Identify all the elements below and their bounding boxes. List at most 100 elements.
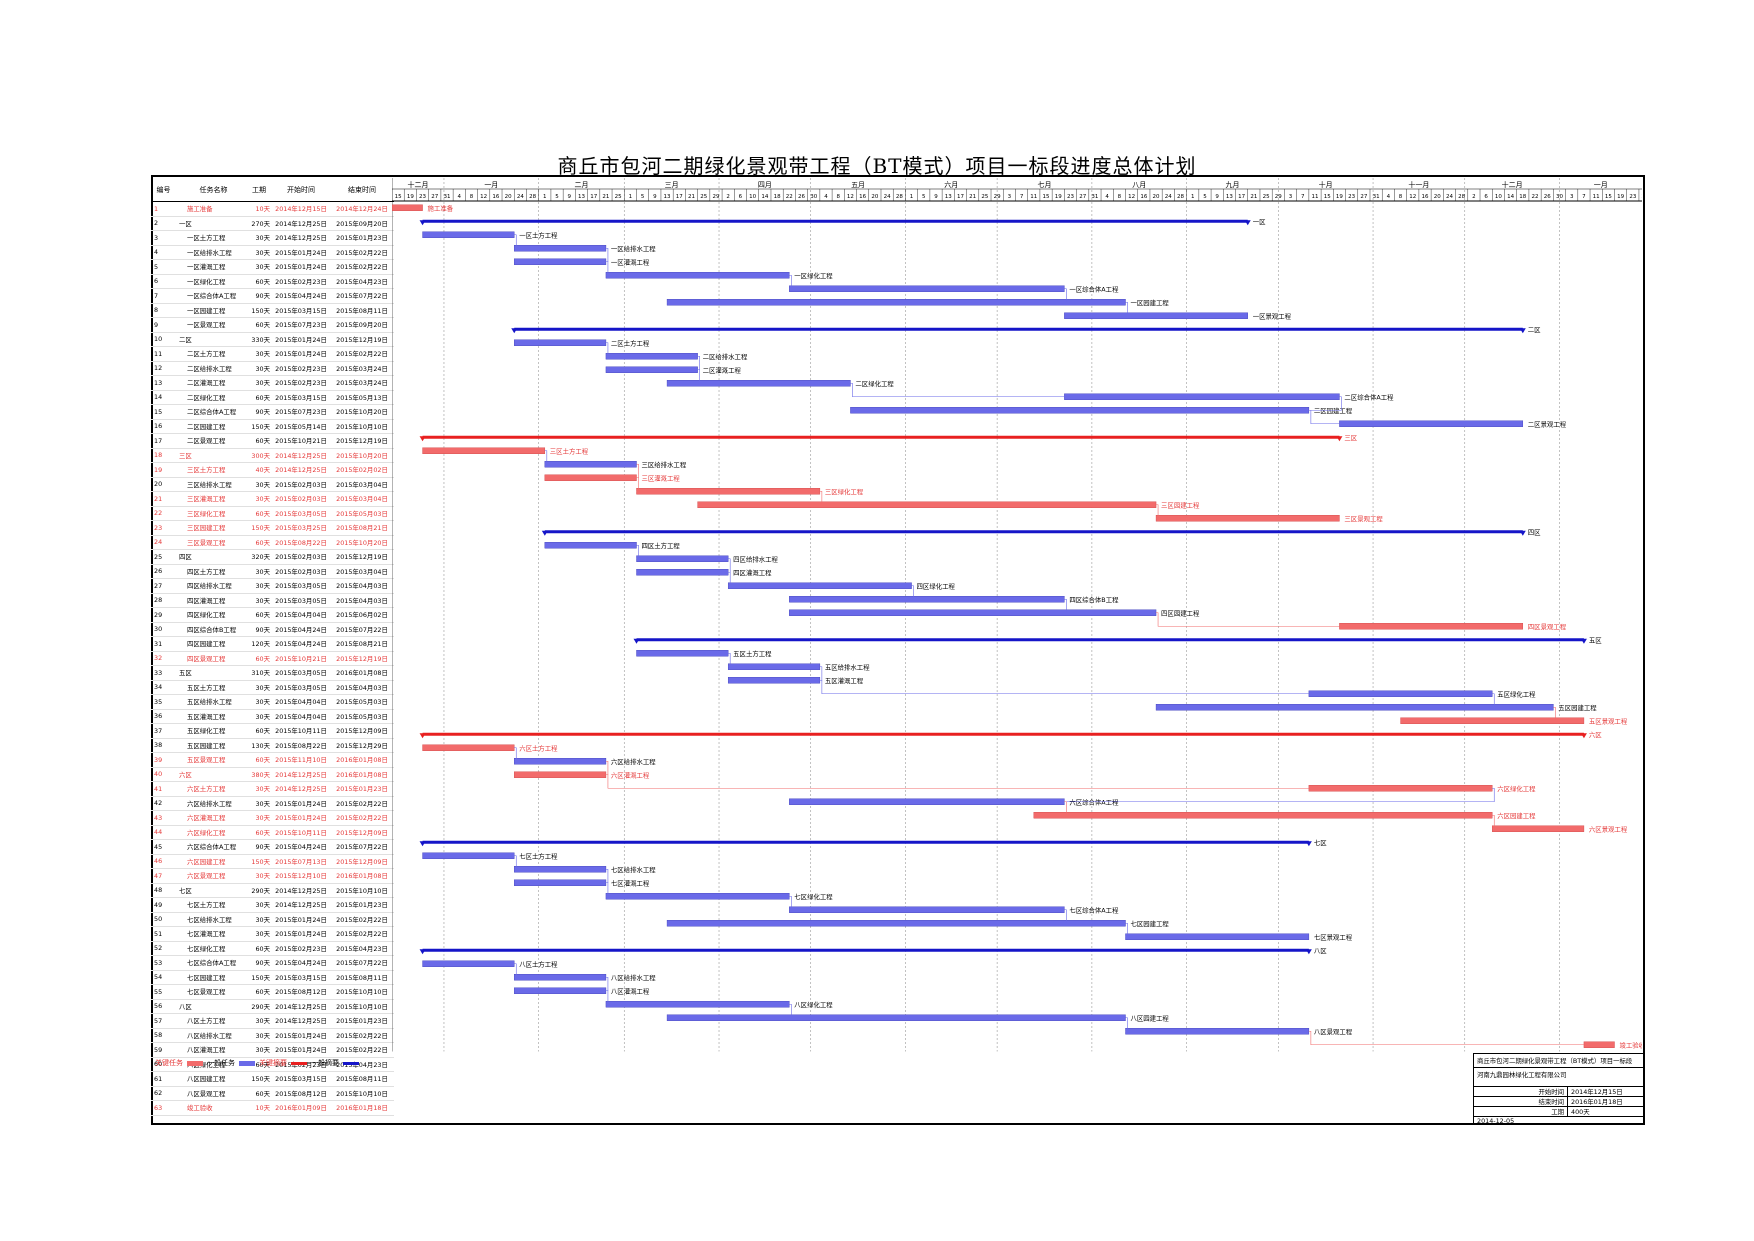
- table-row[interactable]: 62 八区景观工程 60天 2015年08月12日 2015年10月10日: [151, 1087, 394, 1101]
- table-row[interactable]: 27 四区给排水工程 30天 2015年03月05日 2015年04月03日: [151, 579, 394, 594]
- day-tick-label: 19: [407, 194, 414, 200]
- task-id: 17: [154, 436, 163, 445]
- table-row[interactable]: 16 二区园建工程 150天 2015年05月14日 2015年10月10日: [151, 420, 394, 434]
- table-row[interactable]: 45 六区综合体A工程 90天 2015年04月24日 2015年07月22日: [151, 840, 394, 855]
- table-row[interactable]: 36 五区灌溉工程 30天 2015年04月04日 2015年05月03日: [151, 710, 394, 724]
- table-row[interactable]: 11 二区土方工程 30天 2015年01月24日 2015年02月22日: [151, 347, 394, 362]
- task-name: 三区土方工程: [187, 466, 226, 475]
- table-row[interactable]: 60 八区绿化工程 60天 2015年02月23日 2015年04月23日: [151, 1058, 394, 1072]
- table-row[interactable]: 12 二区给排水工程 30天 2015年02月23日 2015年03月24日: [151, 362, 394, 376]
- table-row[interactable]: 49 七区土方工程 30天 2014年12月25日 2015年01月23日: [151, 898, 394, 913]
- task-bar: [422, 852, 515, 859]
- task-start: 2015年03月15日: [275, 973, 327, 982]
- table-row[interactable]: 2 一区 270天 2014年12月25日 2015年09月20日: [151, 217, 394, 231]
- table-row[interactable]: 18 三区 300天 2014年12月25日 2015年10月20日: [151, 449, 394, 463]
- task-end: 2015年04月03日: [336, 596, 388, 605]
- task-name: 二区综合体A工程: [187, 408, 237, 417]
- task-duration: 30天: [255, 814, 270, 823]
- task-bar-label: 六区园建工程: [1497, 811, 1536, 820]
- table-row[interactable]: 46 六区园建工程 150天 2015年07月13日 2015年12月09日: [151, 855, 394, 869]
- table-row[interactable]: 35 五区给排水工程 30天 2015年04月04日 2015年05月03日: [151, 695, 394, 710]
- table-row[interactable]: 55 七区景观工程 60天 2015年08月12日 2015年10月10日: [151, 985, 394, 1000]
- task-start: 2015年02月23日: [275, 1060, 327, 1069]
- day-tick-label: 15: [395, 194, 402, 200]
- table-row[interactable]: 57 八区土方工程 30天 2014年12月25日 2015年01月23日: [151, 1014, 394, 1029]
- task-name: 四区园建工程: [187, 640, 226, 649]
- table-row[interactable]: 42 六区给排水工程 30天 2015年01月24日 2015年02月22日: [151, 797, 394, 811]
- task-duration: 30天: [255, 248, 270, 257]
- table-row[interactable]: 33 五区 310天 2015年03月05日 2016年01月08日: [151, 666, 394, 681]
- task-end: 2015年10月10日: [336, 422, 388, 431]
- table-row[interactable]: 37 五区绿化工程 60天 2015年10月11日 2015年12月09日: [151, 724, 394, 739]
- task-end: 2015年12月19日: [336, 553, 388, 562]
- task-end: 2015年06月02日: [336, 611, 388, 620]
- table-row[interactable]: 21 三区灌溉工程 30天 2015年02月03日 2015年03月04日: [151, 492, 394, 507]
- task-bar-label: 五区土方工程: [733, 649, 772, 658]
- table-row[interactable]: 51 七区灌溉工程 30天 2015年01月24日 2015年02月22日: [151, 927, 394, 942]
- task-bar: [422, 447, 546, 454]
- table-row[interactable]: 38 五区园建工程 130天 2015年08月22日 2015年12月29日: [151, 739, 394, 753]
- task-id: 43: [154, 813, 163, 822]
- table-row[interactable]: 5 一区灌溉工程 30天 2015年01月24日 2015年02月22日: [151, 260, 394, 275]
- table-row[interactable]: 59 八区灌溉工程 30天 2015年01月24日 2015年02月22日: [151, 1043, 394, 1058]
- table-row[interactable]: 22 三区绿化工程 60天 2015年03月05日 2015年05月03日: [151, 507, 394, 521]
- table-row[interactable]: 9 一区景观工程 60天 2015年07月23日 2015年09月20日: [151, 318, 394, 333]
- task-start: 2015年10月11日: [275, 828, 327, 837]
- table-row[interactable]: 20 三区给排水工程 30天 2015年02月03日 2015年03月04日: [151, 478, 394, 492]
- dependency-link: [789, 787, 1495, 803]
- table-row[interactable]: 25 四区 320天 2015年02月03日 2015年12月19日: [151, 550, 394, 565]
- task-start: 2015年02月03日: [275, 495, 327, 504]
- table-row[interactable]: 56 八区 290天 2014年12月25日 2015年10月10日: [151, 1000, 394, 1014]
- table-row[interactable]: 52 七区绿化工程 60天 2015年02月23日 2015年04月23日: [151, 942, 394, 956]
- table-row[interactable]: 13 二区灌溉工程 30天 2015年02月23日 2015年03月24日: [151, 376, 394, 391]
- table-row[interactable]: 58 八区给排水工程 30天 2015年01月24日 2015年02月22日: [151, 1029, 394, 1043]
- table-row[interactable]: 23 三区园建工程 150天 2015年03月25日 2015年08月21日: [151, 521, 394, 536]
- table-row[interactable]: 48 七区 290天 2014年12月25日 2015年10月10日: [151, 884, 394, 898]
- task-duration: 150天: [251, 857, 270, 866]
- summary-start-marker: [511, 328, 518, 334]
- task-bar-label: 六区景观工程: [1589, 824, 1628, 833]
- task-bar: [636, 488, 821, 495]
- task-bar: [605, 893, 790, 900]
- dependency-link: [1156, 612, 1340, 627]
- table-row[interactable]: 63 竣工验收 10天 2016年01月09日 2016年01月18日: [151, 1101, 394, 1116]
- table-row[interactable]: 44 六区绿化工程 60天 2015年10月11日 2015年12月09日: [151, 826, 394, 840]
- table-row[interactable]: 61 八区园建工程 150天 2015年03月15日 2015年08月11日: [151, 1072, 394, 1087]
- table-row[interactable]: 40 六区 380天 2014年12月25日 2016年01月08日: [151, 768, 394, 782]
- table-row[interactable]: 50 七区给排水工程 30天 2015年01月24日 2015年02月22日: [151, 913, 394, 927]
- task-duration: 270天: [251, 219, 270, 228]
- table-row[interactable]: 1 施工准备 10天 2014年12月15日 2014年12月24日: [151, 202, 394, 217]
- table-row[interactable]: 17 二区景观工程 60天 2015年10月21日 2015年12月19日: [151, 434, 394, 449]
- table-row[interactable]: 29 四区绿化工程 60天 2015年04月04日 2015年06月02日: [151, 608, 394, 623]
- table-row[interactable]: 30 四区综合体B工程 90天 2015年04月24日 2015年07月22日: [151, 623, 394, 637]
- table-row[interactable]: 26 四区土方工程 30天 2015年02月03日 2015年03月04日: [151, 565, 394, 579]
- table-row[interactable]: 15 二区综合体A工程 90天 2015年07月23日 2015年10月20日: [151, 405, 394, 420]
- table-row[interactable]: 3 一区土方工程 30天 2014年12月25日 2015年01月23日: [151, 231, 394, 246]
- table-row[interactable]: 53 七区综合体A工程 90天 2015年04月24日 2015年07月22日: [151, 956, 394, 971]
- table-row[interactable]: 54 七区园建工程 150天 2015年03月15日 2015年08月11日: [151, 971, 394, 985]
- table-row[interactable]: 4 一区给排水工程 30天 2015年01月24日 2015年02月22日: [151, 246, 394, 260]
- table-row[interactable]: 10 二区 330天 2015年01月24日 2015年12月19日: [151, 333, 394, 347]
- table-row[interactable]: 47 六区景观工程 30天 2015年12月10日 2016年01月08日: [151, 869, 394, 884]
- task-end: 2015年08月11日: [336, 973, 388, 982]
- info-duration-label: 工期: [1474, 1107, 1568, 1116]
- table-row[interactable]: 31 四区园建工程 120天 2015年04月24日 2015年08月21日: [151, 637, 394, 652]
- task-id: 52: [154, 944, 163, 953]
- table-row[interactable]: 8 一区园建工程 150天 2015年03月15日 2015年08月11日: [151, 304, 394, 318]
- table-row[interactable]: 14 二区绿化工程 60天 2015年03月15日 2015年05月13日: [151, 391, 394, 405]
- task-name: 七区给排水工程: [187, 915, 232, 924]
- dependency-link: [1125, 922, 1128, 938]
- table-row[interactable]: 34 五区土方工程 30天 2015年03月05日 2015年04月03日: [151, 681, 394, 695]
- table-row[interactable]: 32 四区景观工程 60天 2015年10月21日 2015年12月19日: [151, 652, 394, 666]
- table-row[interactable]: 19 三区土方工程 40天 2014年12月25日 2015年02月02日: [151, 463, 394, 478]
- task-start: 2015年01月24日: [275, 335, 327, 344]
- table-row[interactable]: 39 五区景观工程 60天 2015年11月10日 2016年01月08日: [151, 753, 394, 768]
- task-duration: 30天: [255, 263, 270, 272]
- table-row[interactable]: 24 三区景观工程 60天 2015年08月22日 2015年10月20日: [151, 536, 394, 550]
- table-row[interactable]: 7 一区综合体A工程 90天 2015年04月24日 2015年07月22日: [151, 289, 394, 304]
- table-row[interactable]: 6 一区绿化工程 60天 2015年02月23日 2015年04月23日: [151, 275, 394, 289]
- table-row[interactable]: 41 六区土方工程 30天 2014年12月25日 2015年01月23日: [151, 782, 394, 797]
- task-duration: 30天: [255, 915, 270, 924]
- table-row[interactable]: 43 六区灌溉工程 30天 2015年01月24日 2015年02月22日: [151, 811, 394, 826]
- table-row[interactable]: 28 四区灌溉工程 30天 2015年03月05日 2015年04月03日: [151, 594, 394, 608]
